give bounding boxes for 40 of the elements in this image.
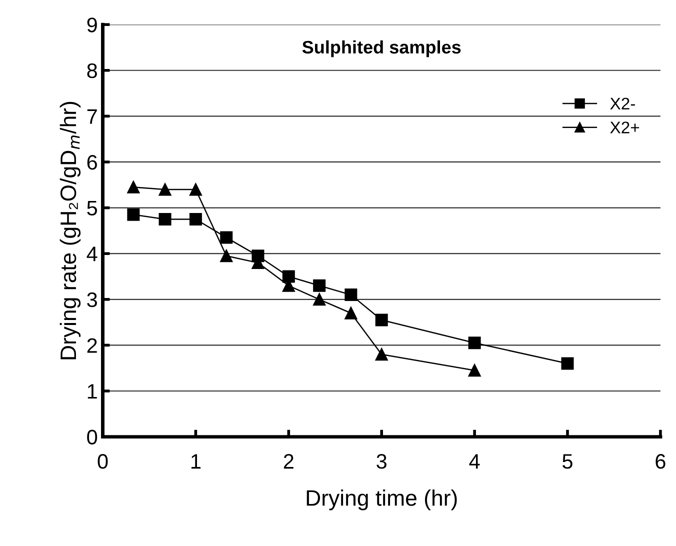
x-tick-label: 0	[98, 454, 108, 469]
x-tick-label: 6	[656, 454, 666, 469]
legend-label: X2+	[610, 122, 640, 134]
y-tick-label: 3	[87, 292, 97, 308]
point	[313, 293, 326, 306]
point	[344, 288, 358, 302]
point	[468, 336, 481, 350]
x-tick-label: 2	[284, 454, 294, 469]
x-axis-title: Drying time (hr)	[306, 490, 457, 510]
y-tick-label: 9	[87, 18, 97, 32]
legend-label: X2-	[610, 98, 635, 110]
text: Sulphited samples	[302, 40, 461, 58]
point	[189, 212, 202, 226]
point	[158, 183, 172, 196]
point	[375, 348, 388, 361]
point	[468, 364, 481, 377]
y-tick-label: 5	[87, 201, 98, 216]
y-tick-label: 7	[87, 109, 97, 124]
y-tick-label: 1	[88, 384, 97, 399]
y-tick-label: 8	[87, 63, 97, 78]
y-tick-label: 6	[87, 154, 97, 170]
point	[158, 212, 172, 226]
y-axis-title: Drying rate (gH₂O/gD$_{m}$/hr)	[60, 102, 81, 360]
point	[375, 314, 388, 326]
point	[127, 180, 140, 194]
x-tick-label: 3	[376, 454, 386, 469]
point	[313, 279, 326, 292]
x-tick-label: 1	[192, 454, 200, 469]
y-tick-label: 2	[87, 338, 97, 353]
point	[127, 208, 140, 221]
point	[282, 270, 295, 283]
point	[561, 357, 574, 370]
point	[220, 250, 233, 262]
point	[344, 306, 358, 320]
y-tick-label: 4	[86, 246, 98, 262]
point	[220, 231, 233, 244]
point	[189, 183, 202, 196]
y-tick-label: 0	[87, 430, 98, 445]
x-tick-label: 4	[469, 454, 480, 469]
x-tick-label: 5	[562, 454, 572, 469]
